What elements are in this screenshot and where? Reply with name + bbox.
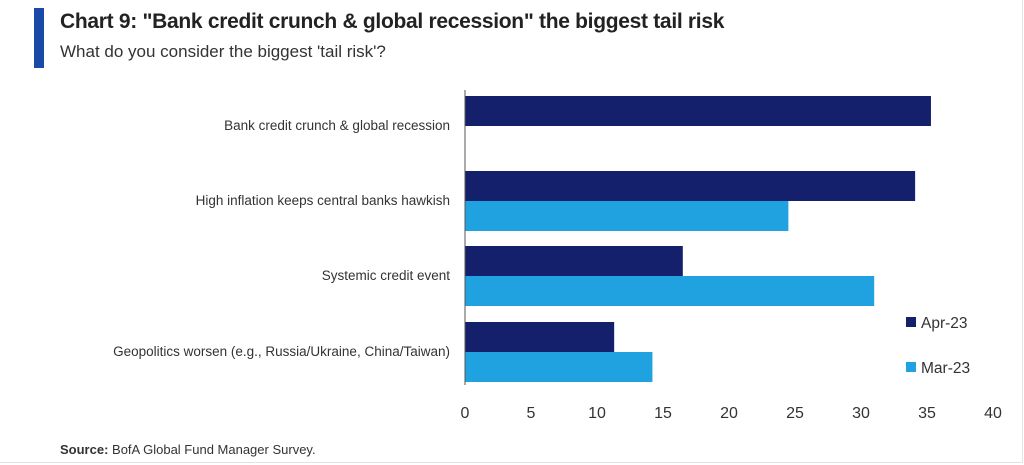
x-tick-label: 35: [918, 405, 936, 422]
category-labels: Bank credit crunch & global recession Hig…: [113, 118, 450, 359]
x-tick-label: 10: [588, 405, 606, 422]
legend-label: Mar-23: [921, 360, 970, 377]
source-label: Source:: [60, 442, 109, 457]
bar-mar-23-1: [465, 201, 789, 231]
x-tick-label: 15: [654, 405, 672, 422]
source-text: BofA Global Fund Manager Survey.: [112, 442, 316, 457]
bar-apr-23-0: [465, 96, 931, 126]
title-accent-bar: [34, 8, 44, 68]
category-label: Systemic credit event: [322, 268, 451, 283]
category-label: Geopolitics worsen (e.g., Russia/Ukraine…: [113, 344, 450, 359]
chart-subtitle: What do you consider the biggest 'tail r…: [60, 42, 386, 61]
x-tick-label: 20: [720, 405, 738, 422]
bar-mar-23-2: [465, 276, 875, 306]
x-tick-labels: 0 5 10 15 20 25 30 35 40: [461, 405, 1002, 422]
legend-label: Apr-23: [921, 315, 968, 332]
category-label: High inflation keeps central banks hawki…: [196, 193, 450, 208]
bar-mar-23-3: [465, 352, 653, 382]
source-note: Source: BofA Global Fund Manager Survey.: [60, 442, 316, 457]
bar-apr-23-3: [465, 322, 615, 352]
chart-title: Chart 9: "Bank credit crunch & global re…: [60, 10, 725, 33]
category-label: Bank credit crunch & global recession: [224, 118, 450, 133]
x-tick-label: 0: [461, 405, 470, 422]
legend: Apr-23 Mar-23: [906, 315, 970, 377]
legend-swatch-apr-23: [906, 317, 916, 327]
bar-chart: Bank credit crunch & global recession Hig…: [113, 90, 1002, 422]
bar-apr-23-2: [465, 246, 683, 276]
x-tick-label: 40: [984, 405, 1002, 422]
x-tick-label: 5: [527, 405, 536, 422]
x-tick-label: 25: [786, 405, 804, 422]
x-tick-label: 30: [852, 405, 870, 422]
legend-swatch-mar-23: [906, 362, 916, 372]
bar-apr-23-1: [465, 171, 916, 201]
bars-group: [465, 96, 931, 382]
